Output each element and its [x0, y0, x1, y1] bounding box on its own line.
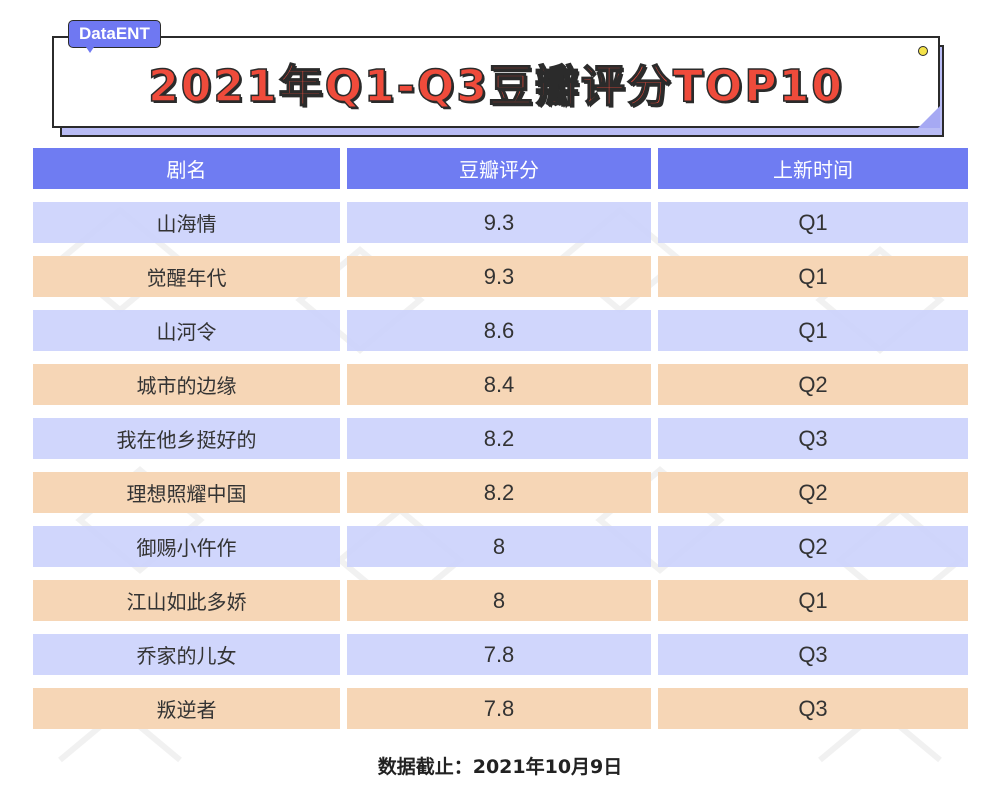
table-row: 乔家的儿女 7.8 Q3: [33, 634, 968, 675]
title-banner: 2021年Q1-Q3豆瓣评分TOP10: [52, 36, 940, 128]
brand-tag: DataENT: [68, 20, 161, 48]
douban-score: 7.8: [347, 688, 651, 729]
douban-score: 8: [347, 526, 651, 567]
table-row: 御赐小仵作 8 Q2: [33, 526, 968, 567]
release-quarter: Q3: [658, 634, 968, 675]
table-row: 江山如此多娇 8 Q1: [33, 580, 968, 621]
drama-name: 乔家的儿女: [33, 634, 340, 675]
douban-score: 9.3: [347, 202, 651, 243]
release-quarter: Q2: [658, 364, 968, 405]
drama-name: 叛逆者: [33, 688, 340, 729]
drama-name: 御赐小仵作: [33, 526, 340, 567]
drama-name: 我在他乡挺好的: [33, 418, 340, 459]
brand-tag-tail: [84, 44, 96, 53]
drama-name: 山河令: [33, 310, 340, 351]
douban-score: 8.6: [347, 310, 651, 351]
drama-name: 山海情: [33, 202, 340, 243]
table-row: 叛逆者 7.8 Q3: [33, 688, 968, 729]
drama-name: 城市的边缘: [33, 364, 340, 405]
banner-dot-icon: [918, 46, 928, 56]
douban-score: 8.2: [347, 418, 651, 459]
release-quarter: Q1: [658, 580, 968, 621]
release-quarter: Q1: [658, 202, 968, 243]
release-quarter: Q2: [658, 526, 968, 567]
release-quarter: Q3: [658, 418, 968, 459]
douban-score: 8.4: [347, 364, 651, 405]
douban-score: 7.8: [347, 634, 651, 675]
table-header-row: 剧名 豆瓣评分 上新时间: [33, 148, 968, 189]
page-fold-icon: [918, 106, 940, 128]
douban-score: 8.2: [347, 472, 651, 513]
header-score: 豆瓣评分: [347, 148, 651, 189]
release-quarter: Q3: [658, 688, 968, 729]
page-title: 2021年Q1-Q3豆瓣评分TOP10: [147, 60, 844, 113]
header-title: 剧名: [33, 148, 340, 189]
table-row: 我在他乡挺好的 8.2 Q3: [33, 418, 968, 459]
drama-name: 理想照耀中国: [33, 472, 340, 513]
table-row: 山河令 8.6 Q1: [33, 310, 968, 351]
table-row: 山海情 9.3 Q1: [33, 202, 968, 243]
header-quarter: 上新时间: [658, 148, 968, 189]
data-cutoff-note: 数据截止：2021年10月9日: [377, 756, 623, 778]
ranking-table: 剧名 豆瓣评分 上新时间 山海情 9.3 Q1 觉醒年代 9.3 Q1 山河令 …: [33, 148, 968, 742]
release-quarter: Q1: [658, 256, 968, 297]
douban-score: 8: [347, 580, 651, 621]
table-row: 理想照耀中国 8.2 Q2: [33, 472, 968, 513]
table-row: 觉醒年代 9.3 Q1: [33, 256, 968, 297]
drama-name: 觉醒年代: [33, 256, 340, 297]
release-quarter: Q1: [658, 310, 968, 351]
drama-name: 江山如此多娇: [33, 580, 340, 621]
table-row: 城市的边缘 8.4 Q2: [33, 364, 968, 405]
release-quarter: Q2: [658, 472, 968, 513]
douban-score: 9.3: [347, 256, 651, 297]
